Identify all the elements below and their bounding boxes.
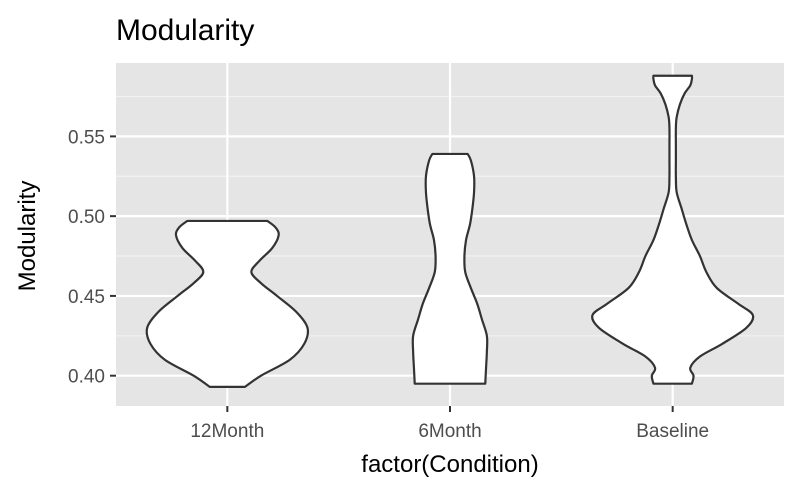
- y-tick-label: 0.45: [68, 287, 105, 308]
- x-axis: 12Month 6Month Baseline: [190, 406, 709, 442]
- x-axis-title: factor(Condition): [361, 451, 538, 478]
- y-tick-label: 0.55: [68, 127, 105, 148]
- x-tick-label: 12Month: [190, 421, 264, 442]
- violin-12month: [145, 219, 310, 388]
- violin-baseline: [591, 74, 755, 385]
- violins: [145, 74, 755, 388]
- x-tick-label: 6Month: [418, 421, 481, 442]
- x-tick-label: Baseline: [636, 421, 709, 442]
- chart-title: Modularity: [116, 14, 254, 47]
- y-tick-label: 0.50: [68, 207, 105, 228]
- violin-6month: [411, 152, 489, 385]
- y-axis-title: Modularity: [14, 181, 41, 292]
- y-axis: 0.40 0.45 0.50 0.55: [68, 127, 116, 388]
- y-tick-label: 0.40: [68, 367, 105, 388]
